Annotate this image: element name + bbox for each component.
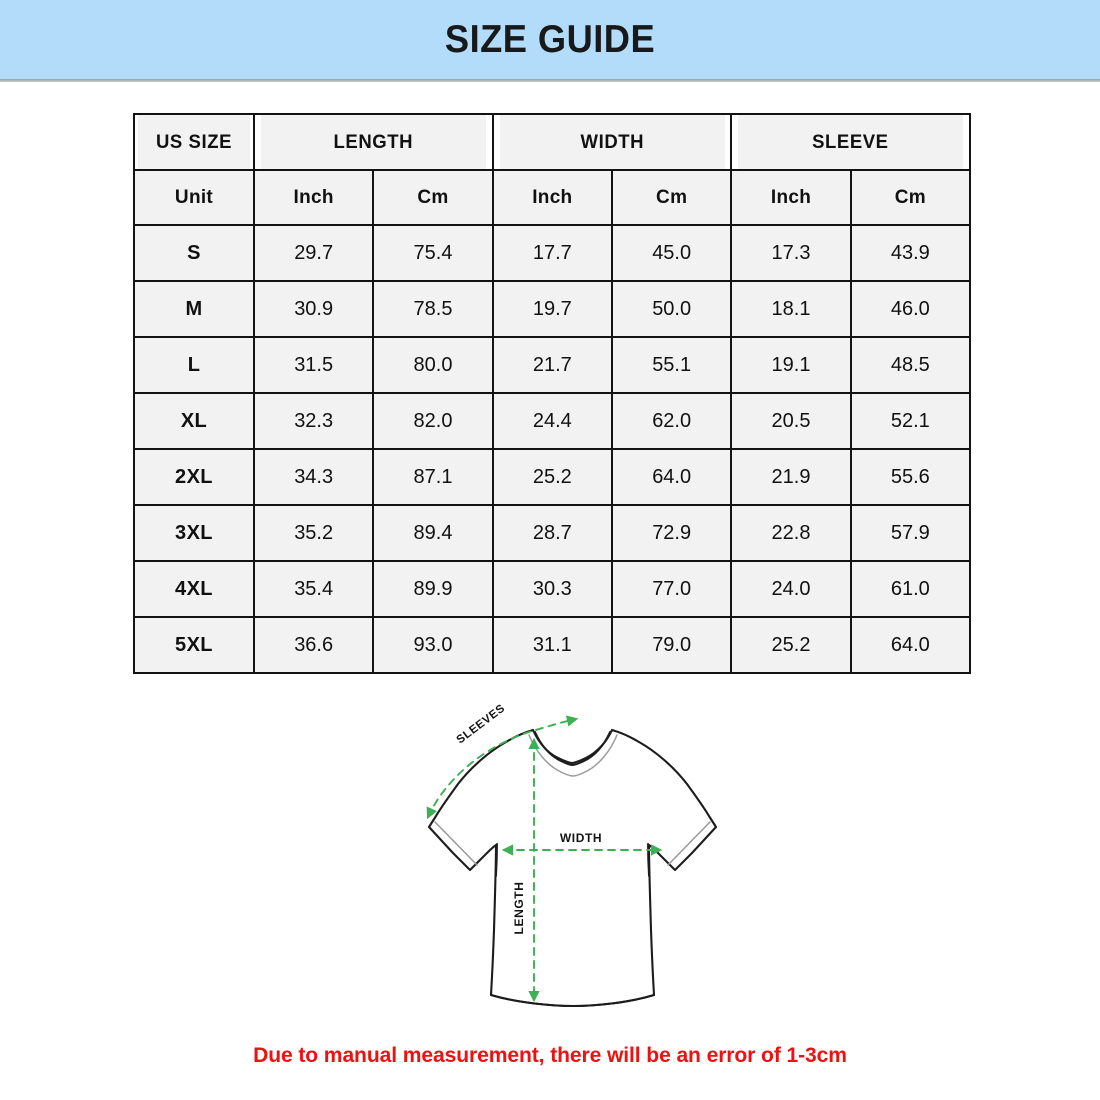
- cell-length-cm: 93.0: [372, 616, 494, 674]
- cell-length-inch: 32.3: [252, 392, 375, 450]
- cell-sleeve-inch: 17.3: [730, 224, 852, 282]
- cell-width-cm: 62.0: [610, 392, 733, 450]
- cell-length-cm: 89.9: [372, 560, 494, 618]
- cell-sleeve-cm: 61.0: [849, 560, 972, 618]
- col-group-length: LENGTH: [259, 113, 488, 171]
- cell-sleeve-inch: 21.9: [730, 448, 852, 506]
- table-group-header-row: US SIZE LENGTH WIDTH SLEEVE: [134, 113, 970, 171]
- col-sleeve-inch: Inch: [730, 169, 852, 226]
- cell-width-inch: 21.7: [491, 336, 614, 394]
- cell-length-cm: 80.0: [372, 336, 494, 394]
- cell-sleeve-cm: 64.0: [849, 616, 972, 674]
- col-width-inch: Inch: [491, 169, 614, 226]
- col-length-cm: Cm: [372, 169, 494, 226]
- cell-us-size: L: [133, 336, 255, 394]
- col-group-us-size: US SIZE: [136, 113, 252, 171]
- cell-length-inch: 35.2: [252, 504, 375, 562]
- cell-width-inch: 28.7: [491, 504, 614, 562]
- cell-us-size: 3XL: [133, 504, 255, 562]
- cell-width-inch: 25.2: [491, 448, 614, 506]
- cell-sleeve-inch: 22.8: [730, 504, 852, 562]
- col-width-cm: Cm: [610, 169, 733, 226]
- col-group-sleeve: SLEEVE: [736, 113, 965, 171]
- measure-sleeves-label: SLEEVES: [455, 702, 508, 746]
- cell-sleeve-inch: 25.2: [730, 616, 852, 674]
- tshirt-icon: SLEEVES WIDTH LENGTH: [426, 702, 718, 1008]
- cell-sleeve-inch: 20.5: [730, 392, 852, 450]
- measurement-disclaimer: Due to manual measurement, there will be…: [253, 1043, 847, 1067]
- cell-us-size: 5XL: [133, 616, 255, 674]
- header-band: SIZE GUIDE: [0, 0, 1100, 82]
- size-guide-table-container: US SIZE LENGTH WIDTH SLEEVE Unit Inch Cm…: [133, 113, 972, 674]
- table-row: 4XL 35.4 89.9 30.3 77.0 24.0 61.0: [133, 560, 972, 618]
- cell-us-size: 4XL: [133, 560, 255, 618]
- cell-sleeve-inch: 18.1: [730, 280, 852, 338]
- cell-length-inch: 29.7: [252, 224, 375, 282]
- cell-us-size: M: [133, 280, 255, 338]
- cell-width-inch: 30.3: [491, 560, 614, 618]
- cell-length-cm: 87.1: [372, 448, 494, 506]
- cell-sleeve-cm: 46.0: [849, 280, 972, 338]
- cell-length-inch: 35.4: [252, 560, 375, 618]
- cell-width-cm: 50.0: [610, 280, 733, 338]
- cell-sleeve-cm: 55.6: [849, 448, 972, 506]
- cell-length-cm: 78.5: [372, 280, 494, 338]
- cell-width-inch: 31.1: [491, 616, 614, 674]
- cell-length-inch: 31.5: [252, 336, 375, 394]
- col-group-width: WIDTH: [497, 113, 727, 171]
- cell-us-size: XL: [133, 392, 255, 450]
- cell-sleeve-cm: 52.1: [849, 392, 972, 450]
- table-row: M 30.9 78.5 19.7 50.0 18.1 46.0: [133, 280, 972, 338]
- measure-length: LENGTH: [512, 737, 540, 1003]
- table-row: XL 32.3 82.0 24.4 62.0 20.5 52.1: [133, 392, 972, 450]
- tshirt-bottom-hem: [490, 994, 655, 1008]
- page-title: SIZE GUIDE: [444, 17, 656, 61]
- cell-length-cm: 75.4: [372, 224, 494, 282]
- table-row: 3XL 35.2 89.4 28.7 72.9 22.8 57.9: [133, 504, 972, 562]
- cell-us-size: S: [133, 224, 255, 282]
- cell-us-size: 2XL: [133, 448, 255, 506]
- table-head: US SIZE LENGTH WIDTH SLEEVE Unit Inch Cm…: [133, 113, 972, 226]
- table-row: S 29.7 75.4 17.7 45.0 17.3 43.9: [133, 224, 972, 282]
- col-unit: Unit: [133, 169, 255, 226]
- cell-sleeve-inch: 24.0: [730, 560, 852, 618]
- col-sleeve-cm: Cm: [849, 169, 972, 226]
- tshirt-sleeve-hems: [434, 821, 711, 866]
- cell-sleeve-cm: 43.9: [849, 224, 972, 282]
- table-unit-header-row: Unit Inch Cm Inch Cm Inch Cm: [133, 169, 972, 226]
- tshirt-outline: [427, 728, 718, 1008]
- cell-width-cm: 64.0: [610, 448, 733, 506]
- cell-width-cm: 45.0: [610, 224, 733, 282]
- cell-length-cm: 82.0: [372, 392, 494, 450]
- cell-length-inch: 34.3: [252, 448, 375, 506]
- tshirt-measurement-diagram: SLEEVES WIDTH LENGTH: [398, 690, 746, 1035]
- table-row: 2XL 34.3 87.1 25.2 64.0 21.9 55.6: [133, 448, 972, 506]
- cell-width-inch: 24.4: [491, 392, 614, 450]
- size-guide-table: US SIZE LENGTH WIDTH SLEEVE Unit Inch Cm…: [133, 113, 972, 674]
- table-body: S 29.7 75.4 17.7 45.0 17.3 43.9 M 30.9 78.5 19.7 50…: [133, 224, 972, 674]
- measure-width-label: WIDTH: [560, 831, 602, 845]
- cell-length-inch: 36.6: [252, 616, 375, 674]
- cell-length-cm: 89.4: [372, 504, 494, 562]
- cell-sleeve-cm: 48.5: [849, 336, 972, 394]
- table-row: L 31.5 80.0 21.7 55.1 19.1 48.5: [133, 336, 972, 394]
- cell-width-cm: 79.0: [610, 616, 733, 674]
- measure-length-label: LENGTH: [512, 882, 526, 935]
- cell-sleeve-inch: 19.1: [730, 336, 852, 394]
- cell-width-cm: 77.0: [610, 560, 733, 618]
- cell-length-inch: 30.9: [252, 280, 375, 338]
- cell-width-cm: 72.9: [610, 504, 733, 562]
- col-length-inch: Inch: [252, 169, 375, 226]
- cell-sleeve-cm: 57.9: [849, 504, 972, 562]
- cell-width-inch: 17.7: [491, 224, 614, 282]
- cell-width-cm: 55.1: [610, 336, 733, 394]
- cell-width-inch: 19.7: [491, 280, 614, 338]
- table-row: 5XL 36.6 93.0 31.1 79.0 25.2 64.0: [133, 616, 972, 674]
- measure-sleeves-line: [426, 715, 579, 820]
